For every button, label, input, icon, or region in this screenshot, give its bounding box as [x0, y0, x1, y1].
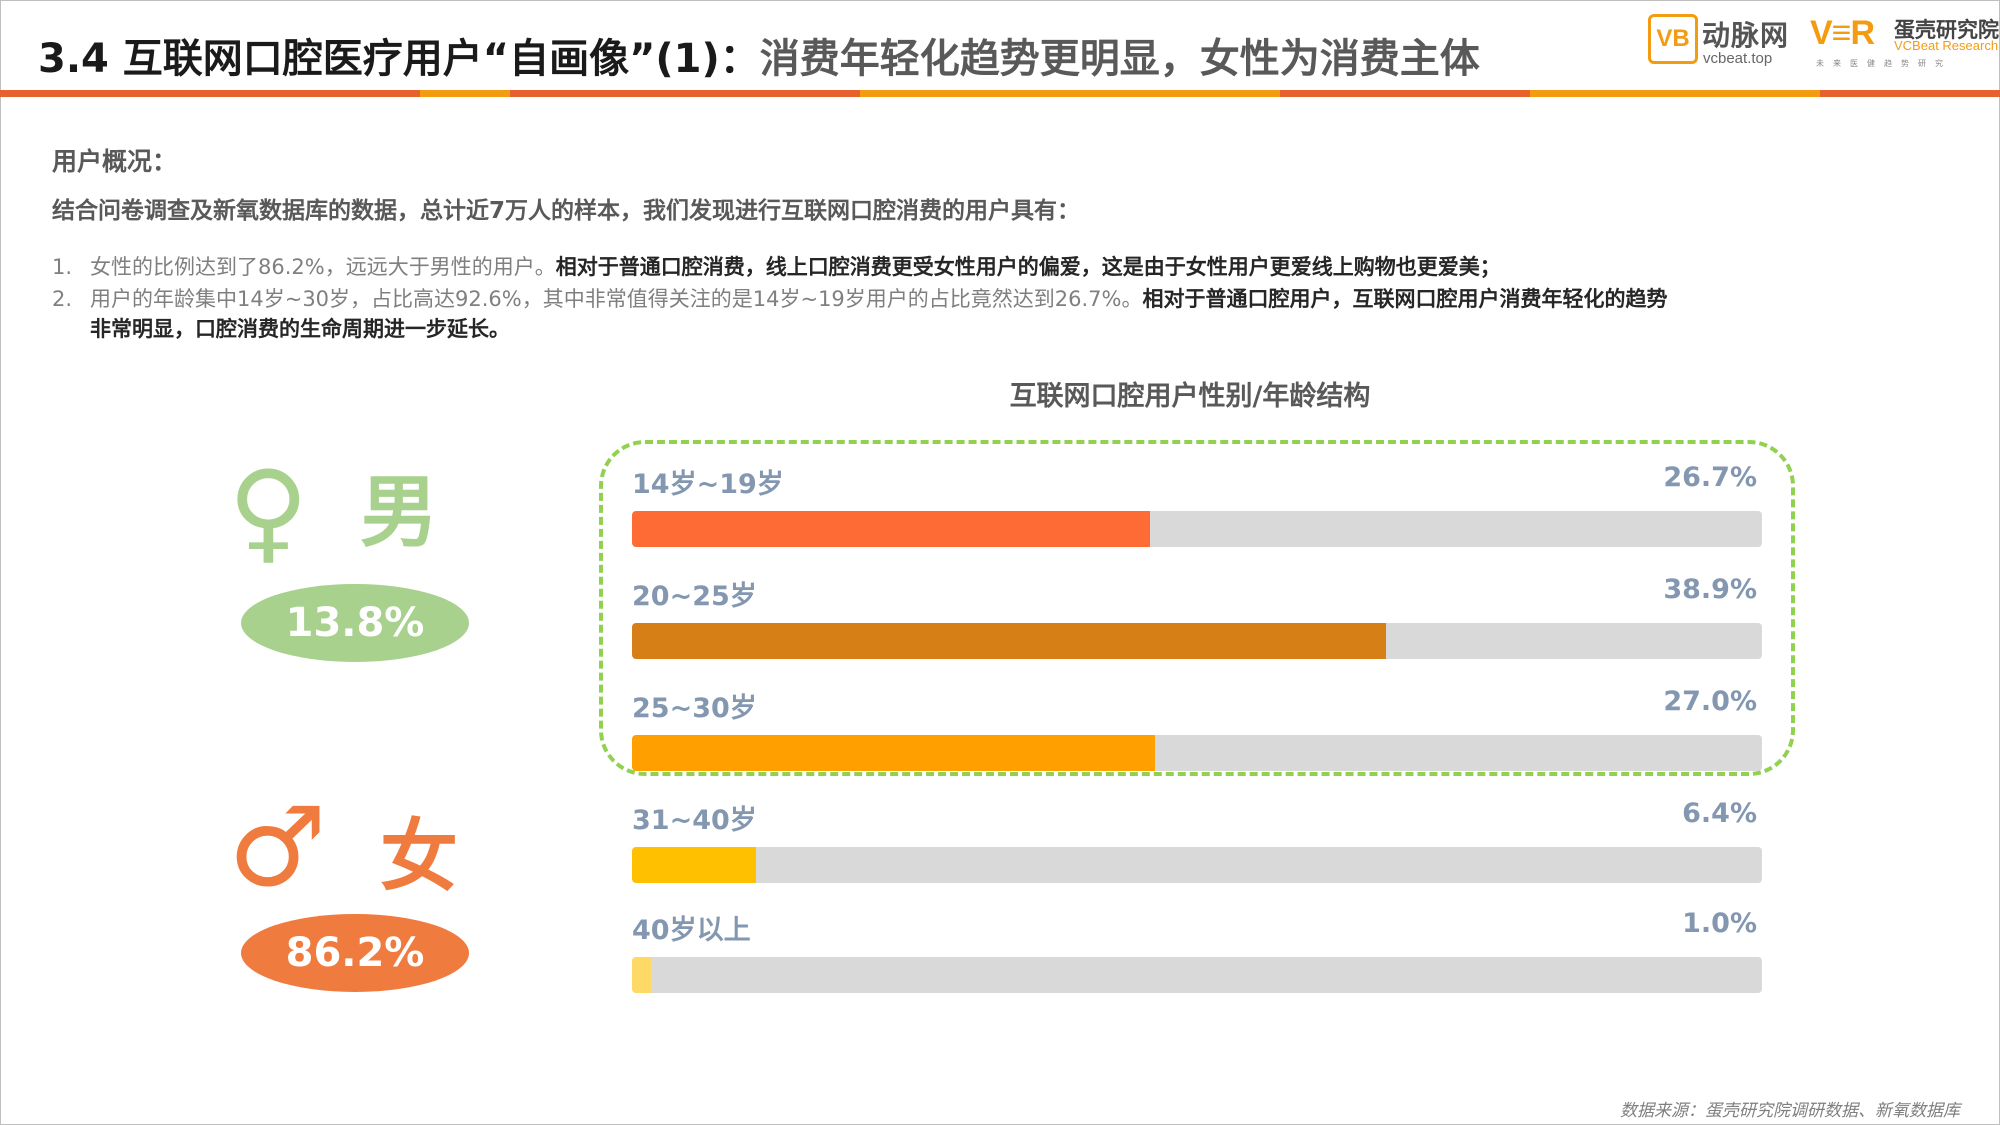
list-number: 2.	[52, 287, 73, 311]
bar-category-label: 31~40岁	[632, 805, 757, 836]
vbr-logo-name: 蛋壳研究院	[1894, 18, 1999, 42]
vcbeat-logo-url: vcbeat.top	[1703, 50, 1773, 67]
list-item: 1. 女性的比例达到了86.2%，远远大于男性的用户。相对于普通口腔消费，线上口腔…	[52, 251, 1501, 281]
bar-track	[632, 735, 1762, 771]
bar-value-label: 1.0%	[1682, 908, 1757, 939]
bar-track	[632, 957, 1762, 993]
header-divider-segment	[1530, 90, 1820, 97]
title-sub: 消费年轻化趋势更明显，女性为消费主体	[759, 36, 1480, 82]
header-divider-segment	[1280, 90, 1530, 97]
female-label: 女	[380, 812, 459, 902]
list-text-bold: 相对于普通口腔消费，线上口腔消费更受女性用户的偏爱，这是由于女性用户更爱线上购物…	[555, 255, 1501, 279]
bar-track	[632, 623, 1762, 659]
female-symbol-icon: ♀	[228, 447, 309, 575]
bar-value-label: 6.4%	[1682, 798, 1757, 829]
bar	[632, 847, 757, 883]
data-source-note: 数据来源：蛋壳研究院调研数据、新氧数据库	[1620, 1101, 1960, 1121]
list-text-bold: 相对于普通口腔用户，互联网口腔用户消费年轻化的趋势	[1142, 287, 1668, 311]
bar-category-label: 40岁以上	[632, 915, 751, 946]
vbr-logo-tagline: 未来医健趋势研究	[1816, 59, 1952, 68]
bar	[632, 735, 1156, 771]
highlight-dashed-box	[599, 440, 1795, 776]
header-divider-segment	[510, 90, 860, 97]
vbr-logo-en: VCBeat Research	[1894, 38, 1999, 53]
female-percentage-badge: 86.2%	[241, 914, 469, 992]
bar	[632, 511, 1150, 547]
male-symbol-icon: ♂	[228, 783, 327, 911]
summary-text: 结合问卷调查及新氧数据库的数据，总计近7万人的样本，我们发现进行互联网口腔消费的…	[52, 198, 1081, 224]
bar-track	[632, 847, 1762, 883]
bar	[632, 957, 652, 993]
bar-track	[632, 511, 1762, 547]
chart-title: 互联网口腔用户性别/年龄结构	[1009, 381, 1371, 412]
header-divider-segment	[0, 90, 420, 97]
page-title: 3.4 互联网口腔医疗用户“自画像”(1)：消费年轻化趋势更明显，女性为消费主体	[38, 26, 1480, 84]
header-divider-segment	[420, 90, 510, 97]
list-number: 1.	[52, 255, 73, 279]
header-divider-segment	[860, 90, 1280, 97]
bar-category-label: 20~25岁	[632, 581, 757, 612]
bar-category-label: 14岁~19岁	[632, 469, 784, 500]
title-main: 3.4 互联网口腔医疗用户“自画像”(1)：	[38, 36, 760, 82]
bar-category-label: 25~30岁	[632, 693, 757, 724]
section-heading: 用户概况：	[52, 147, 178, 176]
male-percentage-badge: 13.8%	[241, 584, 469, 662]
header-divider-segment	[1820, 90, 2000, 97]
vbr-logo-mark: V≡R	[1810, 14, 1875, 52]
male-label: 男	[360, 468, 439, 558]
bar-value-label: 26.7%	[1663, 462, 1757, 493]
list-text: 女性的比例达到了86.2%，远远大于男性的用户。	[90, 255, 556, 279]
vcbeat-logo-name: 动脉网	[1702, 19, 1790, 52]
vcbeat-logo-mark: VB	[1648, 14, 1698, 64]
list-item: 2. 用户的年龄集中14岁~30岁，占比高达92.6%，其中非常值得关注的是14岁…	[52, 283, 1668, 313]
bar-value-label: 27.0%	[1663, 686, 1757, 717]
vcbeat-research-logo: V≡R 蛋壳研究院 VCBeat Research 未来医健趋势研究	[1810, 14, 1999, 72]
header-divider	[0, 90, 2000, 97]
bar	[632, 623, 1386, 659]
vcbeat-logo: VB 动脉网 vcbeat.top	[1648, 14, 1793, 72]
list-text: 用户的年龄集中14岁~30岁，占比高达92.6%，其中非常值得关注的是14岁~1…	[90, 287, 1143, 311]
bar-value-label: 38.9%	[1663, 574, 1757, 605]
list-text-bold-continued: 非常明显，口腔消费的生命周期进一步延长。	[90, 317, 510, 341]
